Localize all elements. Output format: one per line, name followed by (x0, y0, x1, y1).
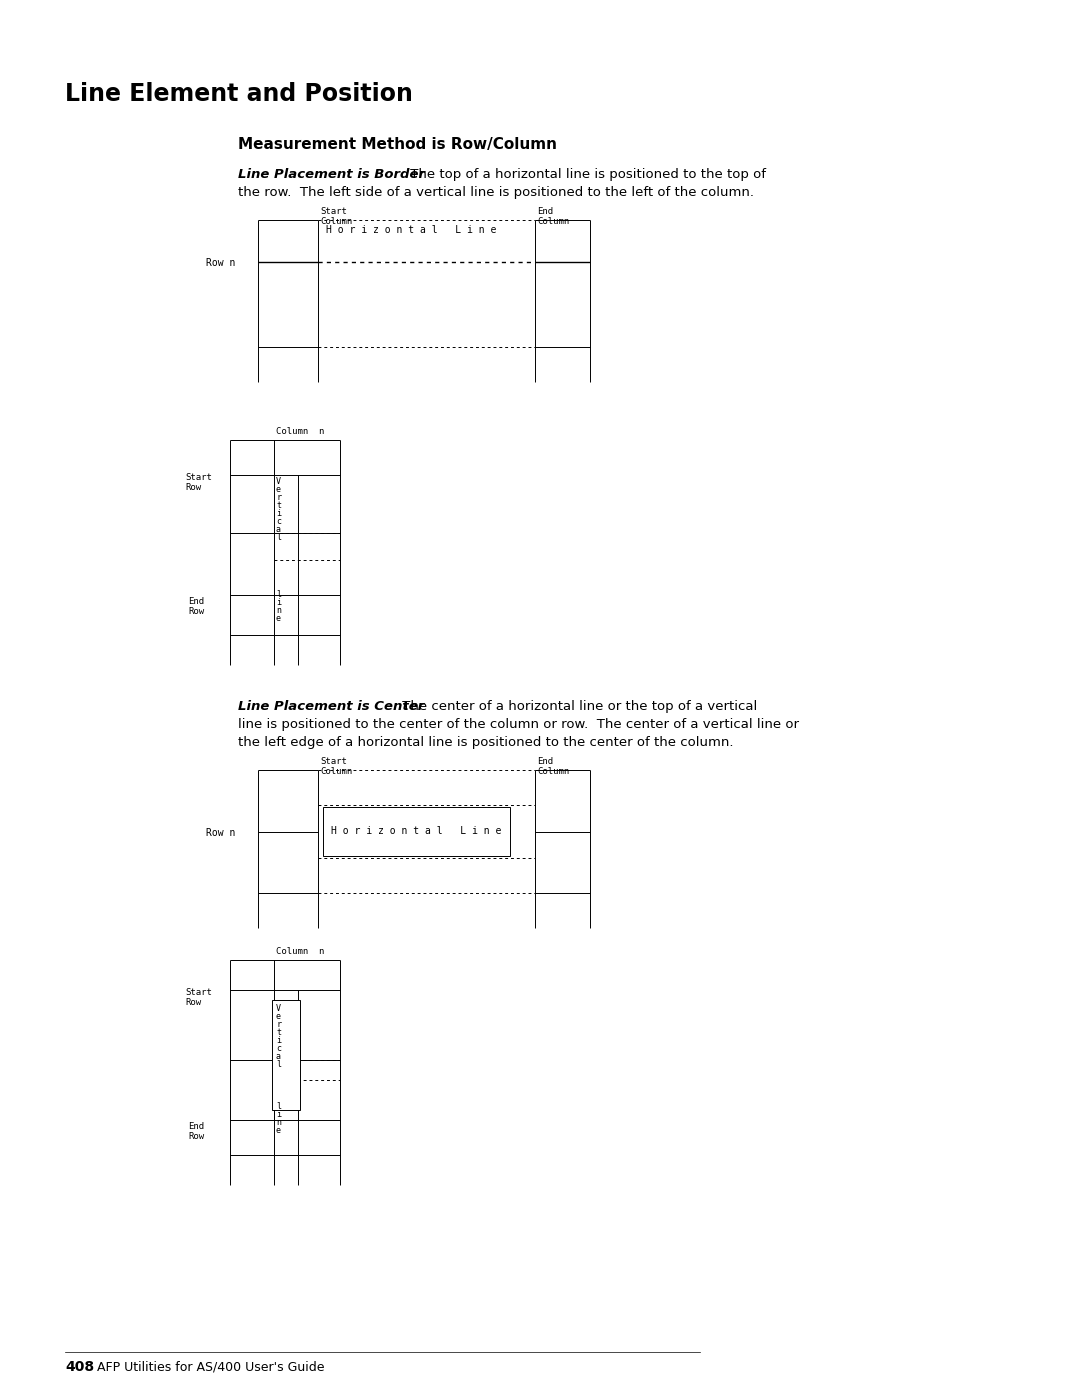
Text: l: l (276, 1102, 281, 1111)
Text: l: l (276, 534, 281, 542)
Text: e: e (276, 485, 281, 495)
Text: e: e (276, 1011, 281, 1021)
Text: Start
Column: Start Column (320, 757, 352, 777)
Text: Start
Column: Start Column (320, 207, 352, 226)
Text: e: e (276, 1126, 281, 1134)
Text: Column  n: Column n (276, 427, 324, 436)
Text: a: a (276, 1052, 281, 1060)
Text: c: c (276, 1044, 281, 1053)
Text: V: V (276, 1004, 281, 1013)
Text: 408: 408 (65, 1361, 94, 1375)
Text: H o r i z o n t a l   L i n e: H o r i z o n t a l L i n e (326, 225, 497, 235)
Text: Row n: Row n (206, 258, 235, 268)
Text: t: t (276, 502, 281, 510)
Text: Line Element and Position: Line Element and Position (65, 82, 413, 106)
Text: a: a (276, 525, 281, 534)
Text: line is positioned to the center of the column or row.  The center of a vertical: line is positioned to the center of the … (238, 718, 799, 731)
Text: Row n: Row n (206, 828, 235, 838)
Text: i: i (276, 509, 281, 518)
Text: n: n (276, 1118, 281, 1127)
Text: e: e (276, 615, 281, 623)
Text: the row.  The left side of a vertical line is positioned to the left of the colu: the row. The left side of a vertical lin… (238, 186, 754, 198)
Text: End
Row: End Row (188, 1122, 204, 1141)
Text: n: n (276, 606, 281, 615)
Text: AFP Utilities for AS/400 User's Guide: AFP Utilities for AS/400 User's Guide (97, 1361, 324, 1373)
Text: V: V (276, 476, 281, 486)
Text: i: i (276, 1111, 281, 1119)
Text: Start
Row: Start Row (185, 988, 212, 1007)
Text: t: t (276, 1028, 281, 1037)
Bar (272, 1000, 300, 1111)
Text: c: c (276, 517, 281, 527)
Text: Line Placement is Center: Line Placement is Center (238, 700, 424, 712)
Text: Measurement Method is Row/Column: Measurement Method is Row/Column (238, 137, 557, 152)
Text: H o r i z o n t a l   L i n e: H o r i z o n t a l L i n e (330, 827, 501, 837)
Text: l: l (276, 590, 281, 599)
Text: End
Column: End Column (537, 207, 569, 226)
Text: i: i (276, 598, 281, 608)
Text: Start
Row: Start Row (185, 474, 212, 492)
Text: r: r (276, 1020, 281, 1030)
Text: Line Placement is Border: Line Placement is Border (238, 168, 426, 182)
Text: r: r (276, 493, 281, 502)
Text: l: l (276, 1060, 281, 1069)
Text: the left edge of a horizontal line is positioned to the center of the column.: the left edge of a horizontal line is po… (238, 736, 733, 749)
Bar (323, 807, 510, 856)
Text: The top of a horizontal line is positioned to the top of: The top of a horizontal line is position… (406, 168, 766, 182)
Text: End
Row: End Row (188, 597, 204, 616)
Text: End
Column: End Column (537, 757, 569, 777)
Text: i: i (276, 1037, 281, 1045)
Text: Column  n: Column n (276, 947, 324, 956)
Text: The center of a horizontal line or the top of a vertical: The center of a horizontal line or the t… (399, 700, 757, 712)
